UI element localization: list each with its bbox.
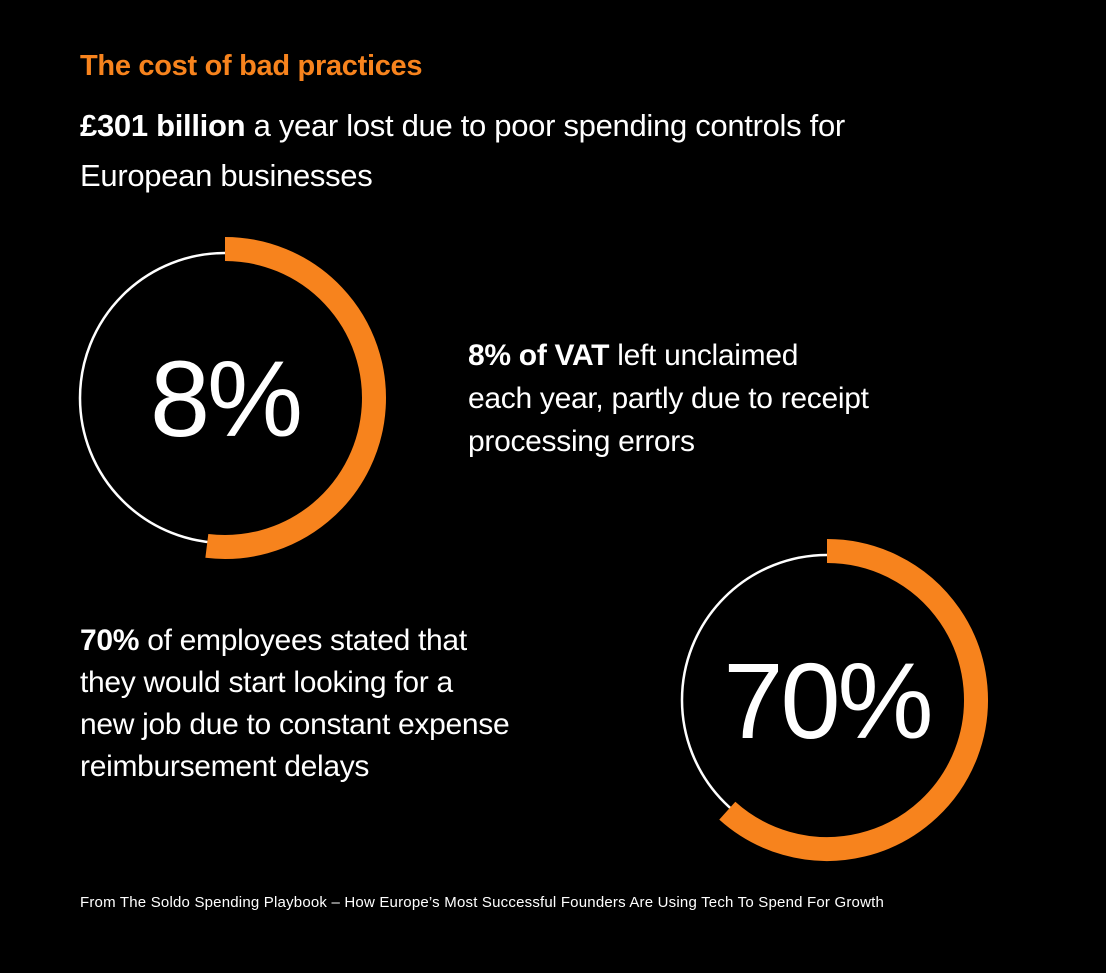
stat-text-employees: 70% of employees stated that they would … [80, 620, 510, 788]
headline-stat: £301 billion a year lost due to poor spe… [80, 101, 845, 201]
headline-stat-text: a year lost due to poor spending control… [80, 108, 845, 193]
stat-text-vat-bold: 8% of VAT [468, 339, 610, 372]
stat-text-employees-bold: 70% [80, 624, 140, 657]
page-title: The cost of bad practices [80, 50, 423, 82]
source-footnote: From The Soldo Spending Playbook – How E… [80, 894, 885, 911]
donut-chart-vat: 8% [60, 233, 390, 563]
headline-stat-value: £301 billion [80, 108, 246, 143]
donut-chart-vat-svg [78, 237, 386, 559]
stat-text-vat-rest: left unclaimed each year, partly due to … [468, 339, 869, 458]
stat-text-employees-rest: of employees stated that they would star… [80, 624, 510, 783]
donut-chart-employees: 70% [662, 535, 992, 865]
donut-chart-employees-svg [680, 539, 988, 861]
stat-text-vat: 8% of VAT left unclaimed each year, part… [468, 334, 869, 463]
